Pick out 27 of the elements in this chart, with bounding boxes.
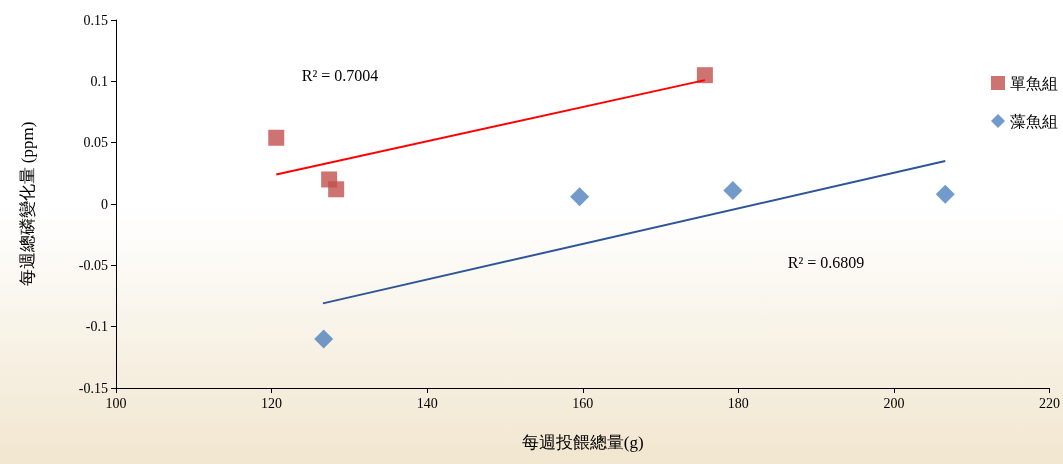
point (935, 184, 955, 204)
y-tick-label: -0.1 (85, 319, 108, 335)
y-tick-label: 0.1 (90, 73, 108, 89)
annotation: R² = 0.6809 (787, 253, 865, 271)
y-tick-label: 0.15 (83, 12, 108, 28)
y-tick-label: 0.05 (83, 135, 108, 151)
y-tick-label: 0 (101, 196, 108, 212)
point (328, 181, 345, 198)
legend-label: 藻魚組 (1010, 112, 1058, 130)
x-tick-label: 100 (105, 395, 127, 411)
point (570, 187, 590, 207)
point (723, 181, 743, 201)
point (696, 67, 713, 84)
annotation: R² = 0.7004 (301, 66, 379, 84)
point (268, 129, 285, 146)
x-tick-label: 200 (883, 395, 905, 411)
y-tick-label: -0.05 (78, 257, 108, 273)
y-tick-label: -0.15 (78, 380, 108, 396)
y-axis-title: 每週總磷變化量 (ppm) (18, 121, 37, 287)
x-tick-label: 180 (727, 395, 749, 411)
x-tick-label: 140 (416, 395, 438, 411)
x-axis-title: 每週投餵總量(g) (521, 433, 644, 452)
point (314, 329, 334, 349)
x-tick-label: 120 (261, 395, 283, 411)
legend-label: 單魚組 (1010, 74, 1058, 92)
x-tick-label: 160 (572, 395, 594, 411)
x-tick-label: 220 (1039, 395, 1060, 411)
